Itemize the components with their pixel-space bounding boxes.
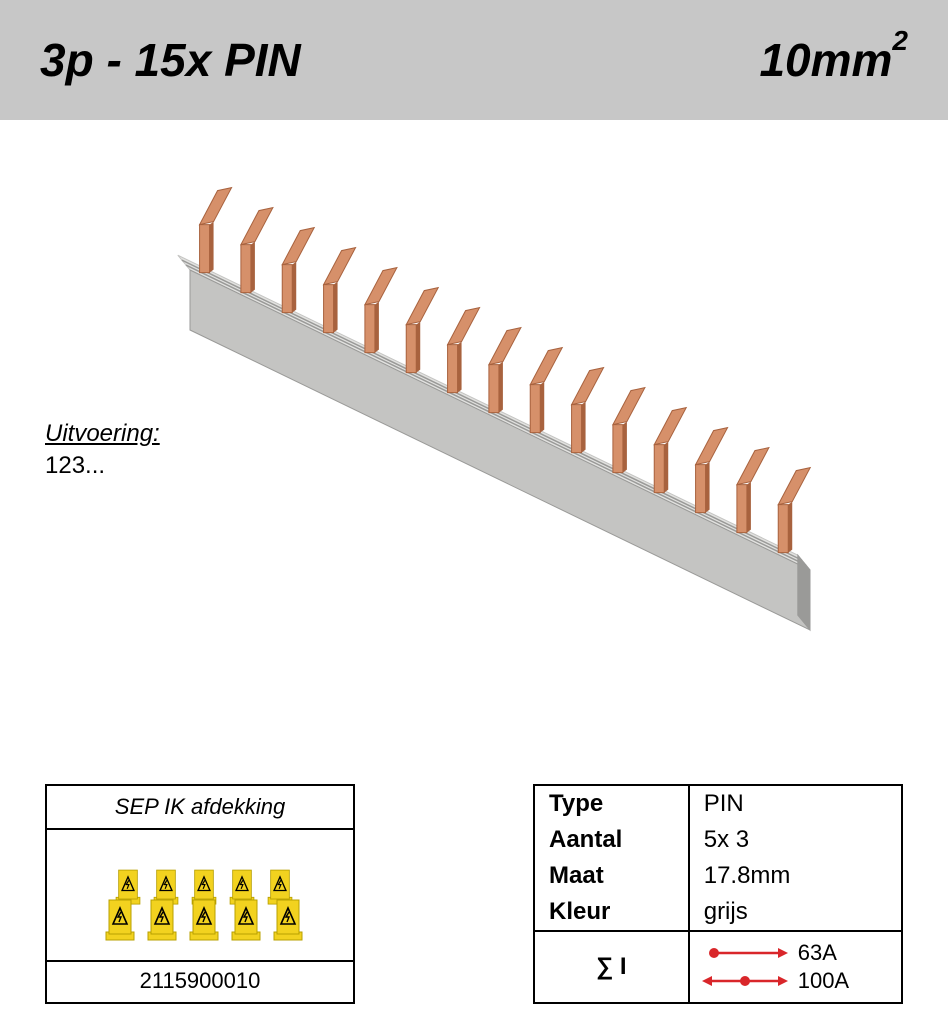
spec-value: PIN xyxy=(689,786,901,822)
execution-block: Uitvoering: 123... xyxy=(45,420,160,480)
spec-value: grijs xyxy=(689,894,901,931)
accessory-code: 2115900010 xyxy=(47,960,353,1000)
accessory-box: SEP IK afdekking 2115900010 xyxy=(45,784,355,1004)
bottom-row: SEP IK afdekking 2115900010 TypePINAanta… xyxy=(0,784,948,1004)
product-image-area: Uitvoering: 123... xyxy=(0,120,948,730)
double-arrow-row: 100A xyxy=(700,968,891,994)
header-bar: 3p - 15x PIN 10mm2 xyxy=(0,0,948,120)
busbar-illustration xyxy=(150,150,910,710)
execution-value: 123... xyxy=(45,452,160,480)
spec-value: 17.8mm xyxy=(689,858,901,894)
execution-label: Uitvoering: xyxy=(45,420,160,448)
current-double: 100A xyxy=(798,968,849,994)
spec-label: Aantal xyxy=(535,822,689,858)
single-arrow-row: 63A xyxy=(700,940,891,966)
size-value: 10mm xyxy=(759,33,892,87)
size-exponent: 2 xyxy=(892,25,908,57)
specs-box: TypePINAantal5x 3Maat17.8mmKleurgrijs ∑ … xyxy=(533,784,903,1004)
arrow-double-icon xyxy=(700,972,790,990)
spec-row: Aantal5x 3 xyxy=(535,822,901,858)
current-ratings: 63A 100A xyxy=(689,931,901,1002)
product-size: 10mm2 xyxy=(759,33,908,87)
arrow-single-icon xyxy=(700,944,790,962)
product-title: 3p - 15x PIN xyxy=(40,33,301,87)
spec-row: Maat17.8mm xyxy=(535,858,901,894)
specs-table: TypePINAantal5x 3Maat17.8mmKleurgrijs ∑ … xyxy=(535,786,901,1002)
sigma-label: ∑ I xyxy=(535,931,689,1002)
spec-row: TypePIN xyxy=(535,786,901,822)
spec-value: 5x 3 xyxy=(689,822,901,858)
spec-label: Maat xyxy=(535,858,689,894)
accessory-title: SEP IK afdekking xyxy=(47,786,353,830)
spec-row: Kleurgrijs xyxy=(535,894,901,931)
accessory-image xyxy=(47,830,353,960)
covers-illustration xyxy=(80,842,320,952)
spec-label: Type xyxy=(535,786,689,822)
spec-label: Kleur xyxy=(535,894,689,931)
current-single: 63A xyxy=(798,940,837,966)
